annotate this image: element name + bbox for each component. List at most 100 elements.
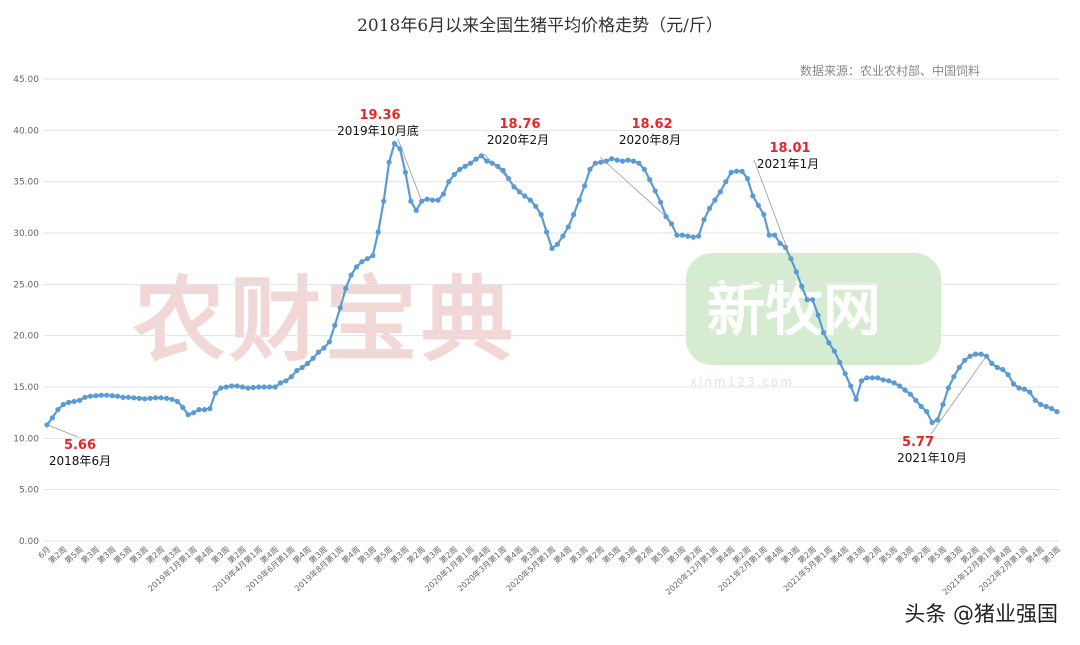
data-point (956, 364, 962, 371)
annotation-date: 2018年6月 (49, 454, 111, 468)
data-point (440, 191, 446, 197)
data-point (761, 211, 767, 218)
data-point (484, 158, 490, 164)
annotation-value: 18.01 (769, 141, 810, 156)
data-point (994, 364, 1000, 371)
y-tick-label: 25.00 (13, 280, 39, 290)
data-point (750, 193, 756, 199)
data-point (527, 197, 533, 203)
data-point (1021, 386, 1027, 392)
annotation-value: 18.62 (631, 117, 672, 132)
y-tick-label: 20.00 (13, 332, 39, 342)
data-point (115, 393, 121, 399)
data-point (353, 264, 360, 270)
data-point (972, 351, 979, 357)
data-point (478, 153, 484, 159)
data-point (929, 419, 935, 426)
data-point (630, 158, 637, 164)
data-point (424, 196, 430, 202)
data-point (174, 398, 180, 404)
data-point (1049, 406, 1055, 412)
data-point (913, 397, 919, 403)
data-point (603, 158, 609, 164)
data-point (582, 183, 588, 189)
watermark-right: 新牧网 xinm123.com (686, 253, 941, 389)
data-point (82, 394, 88, 400)
data-point (609, 156, 615, 162)
data-point (734, 168, 740, 174)
data-point (538, 211, 544, 218)
data-point (136, 395, 142, 401)
data-point (706, 205, 713, 211)
data-point (717, 189, 723, 195)
annotation-date: 2020年8月 (619, 133, 681, 147)
data-point (924, 409, 930, 415)
data-point (77, 397, 83, 403)
data-point (625, 157, 631, 163)
data-point (131, 395, 137, 401)
data-point (826, 340, 832, 346)
data-point (951, 374, 957, 380)
data-point (142, 396, 148, 402)
data-point (674, 232, 680, 238)
data-point (343, 285, 349, 291)
data-point (1038, 401, 1044, 408)
data-point (229, 383, 235, 389)
data-source: 数据来源：农业农村部、中国饲料 (800, 63, 980, 78)
data-point (267, 384, 273, 390)
data-point (359, 259, 365, 265)
data-point (55, 407, 61, 413)
y-tick-label: 45.00 (13, 75, 39, 85)
data-point (1043, 403, 1049, 410)
data-point (451, 171, 457, 178)
data-point (875, 375, 881, 381)
data-point (180, 404, 186, 411)
data-point (820, 330, 827, 336)
data-point (658, 199, 664, 205)
y-tick-label: 15.00 (13, 383, 39, 393)
data-point (1054, 409, 1060, 415)
data-point (87, 393, 93, 399)
data-point (1005, 372, 1011, 378)
data-point (592, 160, 599, 166)
data-point (744, 176, 751, 182)
data-point (435, 197, 441, 203)
data-point (419, 198, 425, 204)
data-point (386, 159, 392, 165)
data-point (495, 163, 501, 169)
data-point (945, 385, 952, 391)
annotation-value: 19.36 (359, 108, 400, 123)
data-point (516, 189, 523, 195)
data-point (71, 398, 77, 404)
data-point (620, 158, 626, 164)
data-point (554, 241, 561, 247)
data-point (668, 221, 675, 227)
data-point (837, 359, 843, 365)
data-point (934, 417, 941, 423)
data-point (723, 179, 729, 185)
credit-watermark: 头条 @猪业强国 (904, 602, 1058, 626)
data-point (212, 390, 218, 396)
data-point (549, 245, 555, 251)
data-point (446, 179, 452, 185)
y-tick-label: 0.00 (19, 537, 39, 547)
data-point (250, 384, 256, 391)
annotation-leader (397, 138, 423, 202)
data-point (125, 394, 132, 400)
y-tick-label: 30.00 (13, 229, 39, 239)
data-point (636, 160, 642, 166)
data-point (66, 399, 72, 405)
data-point (315, 349, 322, 355)
data-point (739, 168, 745, 174)
data-point (104, 392, 110, 398)
data-point (218, 385, 224, 391)
data-point (60, 401, 66, 408)
gridlines (44, 78, 1059, 542)
data-point (408, 198, 414, 204)
watermark-right-text: 新牧网 (707, 276, 881, 344)
data-point (413, 207, 419, 213)
annotation-value: 5.66 (64, 438, 96, 453)
data-point (614, 157, 620, 163)
data-point (294, 368, 300, 374)
